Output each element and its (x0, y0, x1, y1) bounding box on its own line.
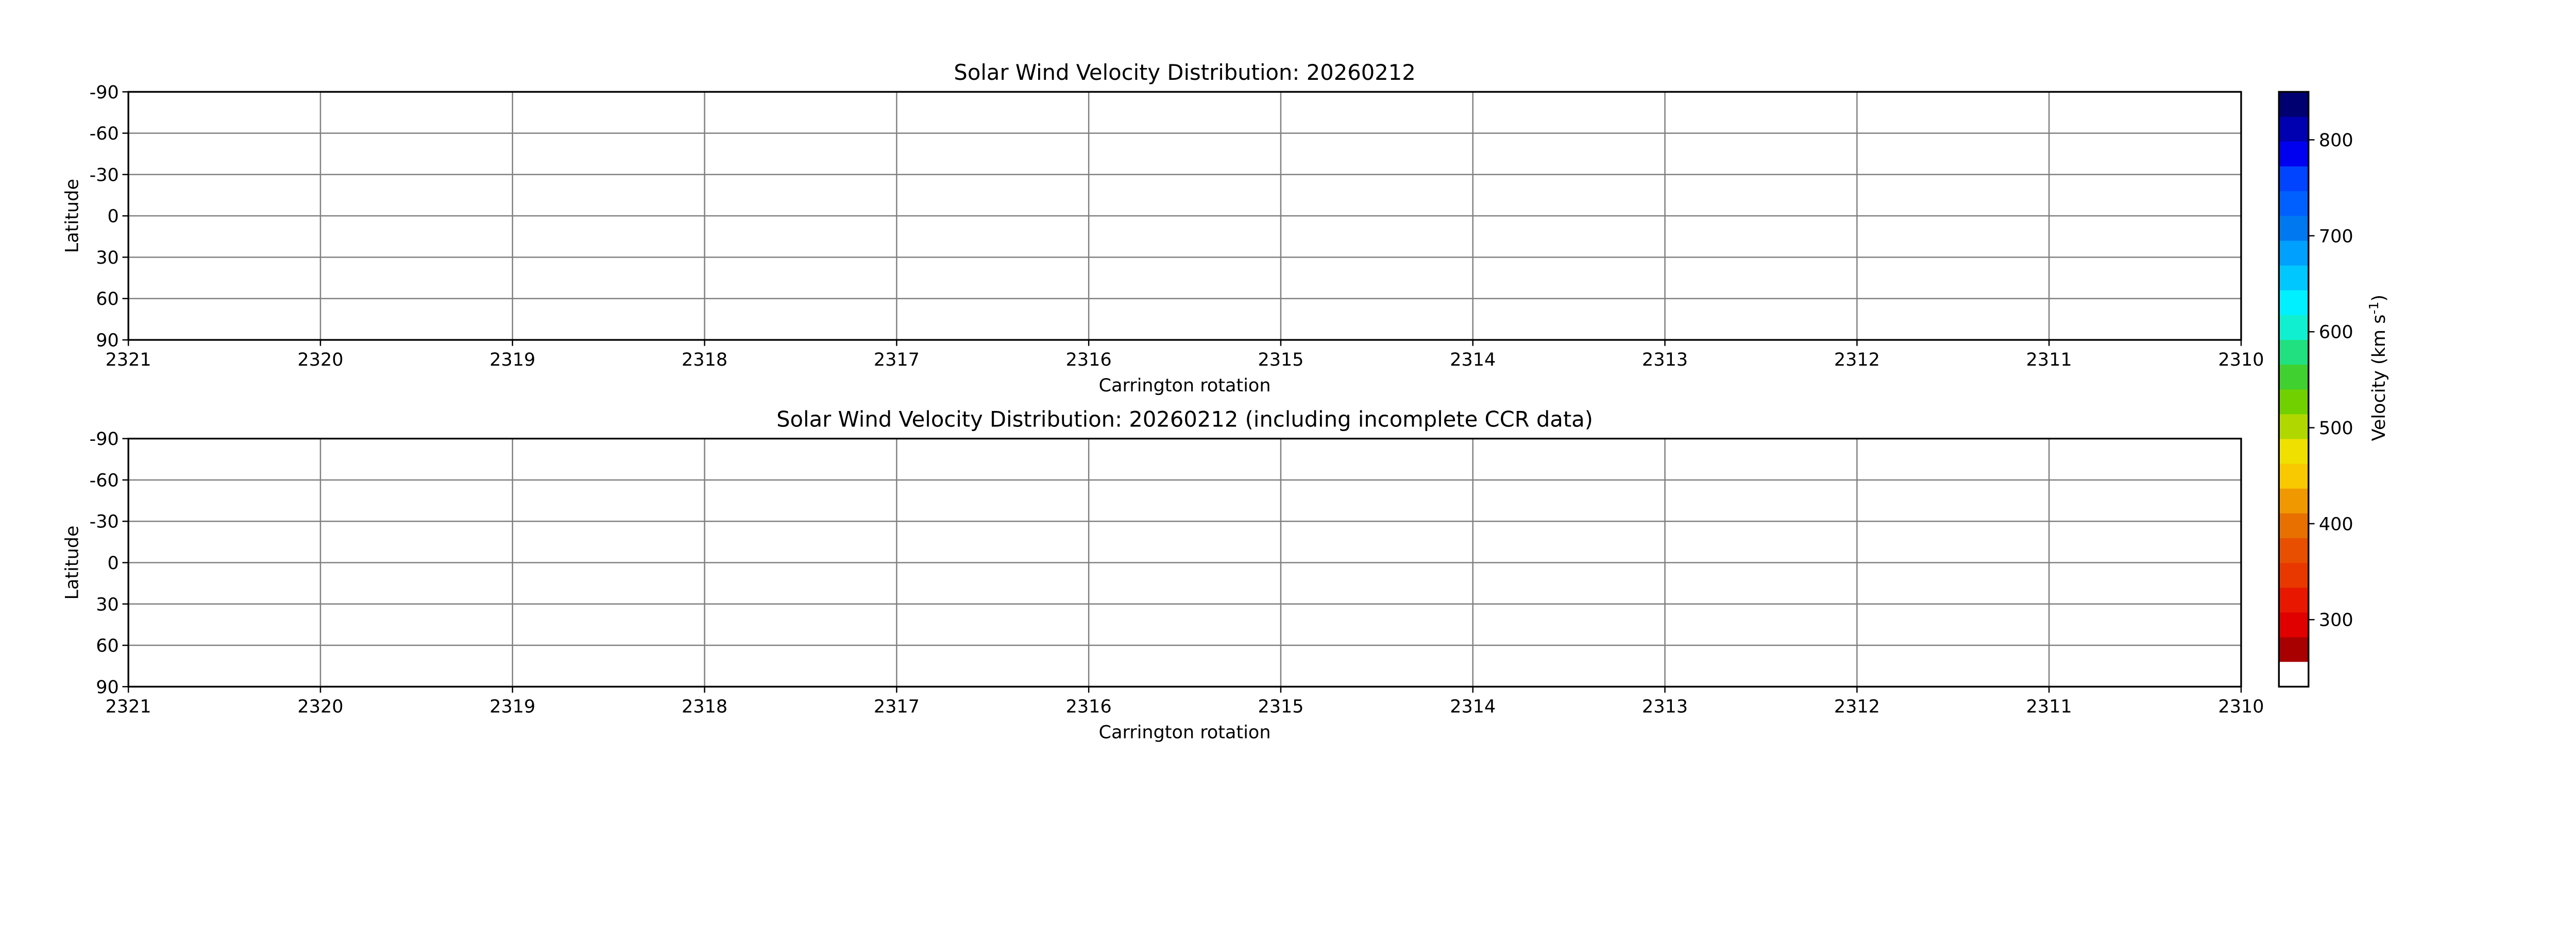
y-tick-label: 30 (96, 594, 119, 615)
colorbar-frame (2278, 91, 2310, 688)
colorbar-tick-label: 400 (2319, 514, 2353, 535)
y-tick-label: 60 (96, 289, 119, 310)
colorbar-band (2279, 265, 2309, 290)
x-tick-label: 2321 (106, 696, 151, 717)
y-axis-label: Latitude (62, 179, 83, 253)
x-tick-label: 2319 (489, 696, 535, 717)
colorbar-band (2279, 116, 2309, 142)
x-tick-label: 2320 (297, 696, 343, 717)
plot-panel-2: Solar Wind Velocity Distribution: 202602… (62, 406, 2264, 743)
x-tick-label: 2319 (489, 350, 535, 370)
y-tick-label: -90 (90, 82, 119, 103)
x-tick-label: 2314 (1450, 696, 1496, 717)
colorbar-band (2279, 290, 2309, 315)
y-tick-label: -30 (90, 165, 119, 185)
x-tick-label: 2317 (874, 696, 920, 717)
x-tick-label: 2312 (1834, 696, 1880, 717)
y-tick-label: 0 (108, 207, 119, 227)
colorbar-band (2279, 141, 2309, 167)
colorbar: 300 400 500 600 700 800 Velocity (km s-1) (2278, 91, 2389, 688)
x-tick-label: 2310 (2218, 350, 2264, 370)
colorbar-band (2279, 439, 2309, 464)
x-tick-label: 2316 (1066, 696, 1112, 717)
y-tick-label: -60 (90, 124, 119, 144)
y-tick-label: 30 (96, 248, 119, 268)
colorbar-band (2279, 562, 2309, 588)
colorbar-label-end: ) (2369, 295, 2389, 302)
colorbar-band (2279, 191, 2309, 216)
y-tick-label: 90 (96, 677, 119, 698)
colorbar-band (2279, 513, 2309, 538)
colorbar-band (2279, 538, 2309, 563)
colorbar-band (2279, 215, 2309, 241)
colorbar-tick-label: 300 (2319, 610, 2353, 631)
x-axis-label: Carrington rotation (1099, 722, 1271, 743)
colorbar-band (2279, 241, 2309, 266)
colorbar-tick-label: 500 (2319, 418, 2353, 439)
colorbar-band (2279, 364, 2309, 390)
x-tick-label: 2313 (1642, 350, 1688, 370)
x-tick-label: 2310 (2218, 696, 2264, 717)
colorbar-band (2279, 488, 2309, 513)
y-tick-label: -30 (90, 512, 119, 533)
x-tick-label: 2314 (1450, 350, 1496, 370)
plot-frame (127, 91, 2242, 341)
y-axis-label: Latitude (62, 525, 83, 599)
x-tick-label: 2316 (1066, 350, 1112, 370)
x-tick-label: 2318 (682, 696, 727, 717)
y-tick-label: 60 (96, 636, 119, 657)
plot-frame (127, 438, 2242, 688)
figure: Solar Wind Velocity Distribution: 202602… (62, 60, 2389, 743)
colorbar-band (2279, 166, 2309, 192)
y-tick-label: -90 (90, 429, 119, 450)
x-tick-label: 2311 (2026, 350, 2072, 370)
x-tick-label: 2313 (1642, 696, 1688, 717)
colorbar-band (2279, 587, 2309, 613)
colorbar-tick-label: 700 (2319, 226, 2353, 247)
colorbar-band (2279, 339, 2309, 365)
colorbar-tick-label: 600 (2319, 322, 2353, 343)
colorbar-band (2279, 612, 2309, 638)
x-tick-label: 2315 (1258, 696, 1303, 717)
colorbar-band (2279, 414, 2309, 439)
y-tick-label: -60 (90, 470, 119, 491)
x-tick-label: 2315 (1258, 350, 1303, 370)
chart-title: Solar Wind Velocity Distribution: 202602… (776, 406, 1593, 432)
plot-panel-1: Solar Wind Velocity Distribution: 202602… (62, 60, 2264, 396)
x-tick-label: 2317 (874, 350, 920, 370)
colorbar-tick-label: 800 (2319, 130, 2353, 151)
colorbar-band (2279, 389, 2309, 415)
x-tick-label: 2318 (682, 350, 727, 370)
y-tick-label: 0 (108, 553, 119, 574)
x-tick-label: 2321 (106, 350, 151, 370)
x-tick-label: 2311 (2026, 696, 2072, 717)
colorbar-band (2279, 637, 2309, 662)
colorbar-band (2279, 315, 2309, 340)
y-tick-label: 90 (96, 331, 119, 351)
colorbar-label: Velocity (km s-1) (2366, 295, 2389, 441)
colorbar-band (2279, 92, 2309, 117)
x-tick-label: 2312 (1834, 350, 1880, 370)
colorbar-label-superscript: -1 (2366, 302, 2381, 315)
x-axis-label: Carrington rotation (1099, 375, 1271, 396)
colorbar-under-band (2279, 662, 2309, 687)
chart-title: Solar Wind Velocity Distribution: 202602… (954, 60, 1415, 85)
colorbar-band (2279, 464, 2309, 489)
x-tick-label: 2320 (297, 350, 343, 370)
colorbar-label-main: Velocity (km s (2369, 315, 2389, 441)
